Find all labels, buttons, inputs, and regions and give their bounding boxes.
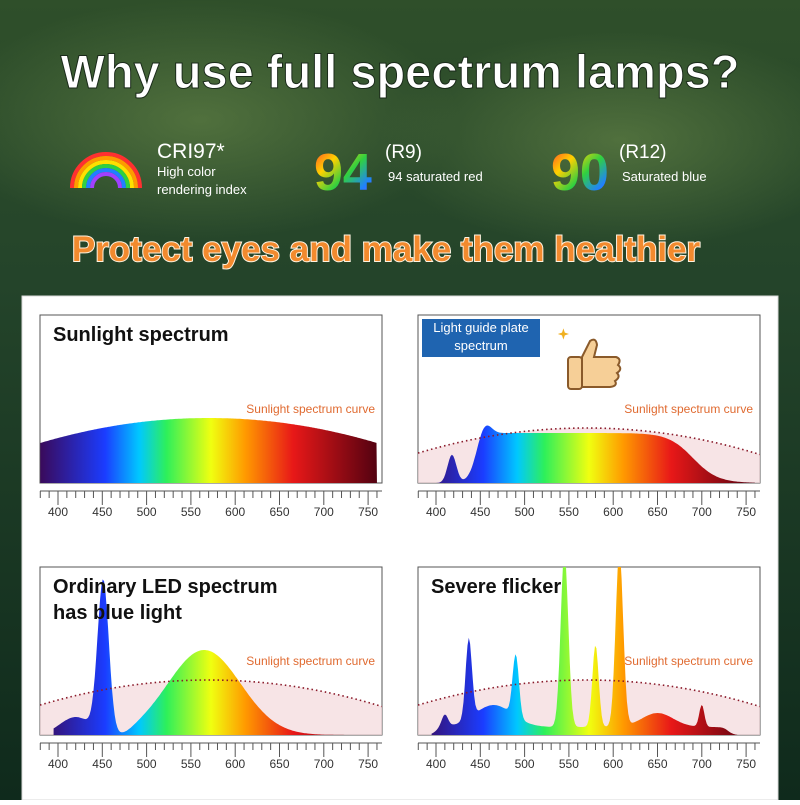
x-tick-label: 500 <box>515 505 535 519</box>
plot <box>40 418 377 483</box>
x-axis: 400 450 500 550 600 650 700 750 <box>39 742 382 771</box>
panel-title: spectrum <box>454 338 507 353</box>
feature-code: (R9) <box>385 142 422 163</box>
x-tick-label: 550 <box>181 505 201 519</box>
panel-title: Ordinary LED spectrum <box>53 576 278 598</box>
x-tick-label: 500 <box>137 505 157 519</box>
spectrum-shape <box>422 425 755 483</box>
x-tick-label: 450 <box>470 757 490 771</box>
title-box <box>422 319 540 357</box>
spectrum-panel: Sunlight spectrum curve Light guide plate… <box>417 314 761 519</box>
x-tick-label: 450 <box>470 505 490 519</box>
curve-label: Sunlight spectrum curve <box>624 402 753 416</box>
x-tick-label: 450 <box>92 505 112 519</box>
x-tick-label: 750 <box>358 757 378 771</box>
x-tick-label: 700 <box>314 757 334 771</box>
spectrum-shape <box>431 567 738 735</box>
feature-description: rendering index <box>157 182 247 197</box>
x-tick-label: 650 <box>269 757 289 771</box>
x-tick-label: 400 <box>426 757 446 771</box>
plot <box>418 567 760 735</box>
x-tick-label: 650 <box>647 757 667 771</box>
sparkle <box>557 328 569 340</box>
thumbs-up-icon <box>557 328 622 390</box>
panel-title: has blue light <box>53 602 182 624</box>
feature-description: 94 saturated red <box>388 169 483 184</box>
sunlight-curve <box>418 679 760 708</box>
rainbow-icon <box>70 152 142 189</box>
thumb <box>581 338 622 388</box>
x-tick-label: 650 <box>269 505 289 519</box>
x-tick-label: 400 <box>48 505 68 519</box>
x-tick-label: 400 <box>48 757 68 771</box>
x-tick-label: 700 <box>692 757 712 771</box>
x-tick-label: 700 <box>314 505 334 519</box>
x-tick-label: 750 <box>358 505 378 519</box>
x-tick-label: 600 <box>603 505 623 519</box>
cuff <box>567 356 583 390</box>
feature-number: 94 <box>314 144 372 202</box>
x-tick-label: 600 <box>225 505 245 519</box>
x-tick-label: 400 <box>426 505 446 519</box>
x-tick-label: 550 <box>181 757 201 771</box>
feature-code: (R12) <box>619 142 667 163</box>
x-tick-label: 450 <box>92 757 112 771</box>
x-axis: 400 450 500 550 600 650 700 750 <box>39 490 382 519</box>
title: Why use full spectrum lamps? <box>60 45 739 98</box>
spectrum-shape <box>40 418 377 483</box>
subtitle: Protect eyes and make them healthier <box>72 230 701 269</box>
x-tick-label: 600 <box>603 757 623 771</box>
sunlight-curve <box>418 427 760 456</box>
curve-label: Sunlight spectrum curve <box>246 654 375 668</box>
x-tick-label: 750 <box>736 505 756 519</box>
panel-title: Sunlight spectrum <box>53 324 229 346</box>
spectrum-panel: Sunlight spectrum curve Severe flicker 400… <box>417 566 761 771</box>
plot <box>418 425 760 483</box>
x-axis: 400 450 500 550 600 650 700 750 <box>417 742 760 771</box>
curve-label: Sunlight spectrum curve <box>624 654 753 668</box>
feature-number: 90 <box>551 144 609 202</box>
spectrum-panel: Sunlight spectrum curve Sunlight spectrum… <box>39 314 383 519</box>
x-tick-label: 550 <box>559 757 579 771</box>
panel-title: Light guide plate <box>433 320 528 335</box>
panel-title: Severe flicker <box>431 576 561 598</box>
sunlight-curve <box>40 679 382 708</box>
feature-label: CRI97* <box>157 140 225 163</box>
x-tick-label: 500 <box>137 757 157 771</box>
feature-description: High color <box>157 164 216 179</box>
feature-description: Saturated blue <box>622 169 707 184</box>
x-tick-label: 500 <box>515 757 535 771</box>
spectrum-shape <box>53 579 360 735</box>
x-tick-label: 550 <box>559 505 579 519</box>
x-tick-label: 650 <box>647 505 667 519</box>
plot <box>40 579 382 735</box>
x-tick-label: 750 <box>736 757 756 771</box>
x-axis: 400 450 500 550 600 650 700 750 <box>417 490 760 519</box>
curve-label: Sunlight spectrum curve <box>246 402 375 416</box>
x-tick-label: 600 <box>225 757 245 771</box>
x-tick-label: 700 <box>692 505 712 519</box>
spectrum-panel: Sunlight spectrum curve Ordinary LED spec… <box>39 566 383 771</box>
foliage <box>380 30 800 250</box>
